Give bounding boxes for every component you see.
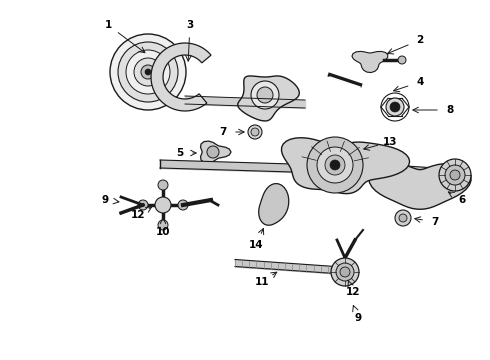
Circle shape — [307, 137, 363, 193]
Text: 12: 12 — [346, 287, 360, 297]
Circle shape — [257, 87, 273, 103]
Text: 4: 4 — [416, 77, 424, 87]
Circle shape — [398, 56, 406, 64]
Circle shape — [251, 128, 259, 136]
Circle shape — [445, 165, 465, 185]
Circle shape — [317, 147, 353, 183]
Circle shape — [158, 180, 168, 190]
Text: 2: 2 — [416, 35, 424, 45]
Text: 6: 6 — [458, 195, 466, 205]
Circle shape — [248, 125, 262, 139]
Circle shape — [118, 42, 178, 102]
Text: 9: 9 — [354, 313, 362, 323]
Text: 14: 14 — [249, 240, 263, 250]
Text: 12: 12 — [131, 210, 145, 220]
Text: 1: 1 — [104, 20, 112, 30]
Circle shape — [141, 65, 155, 79]
Text: 11: 11 — [255, 277, 269, 287]
Text: 9: 9 — [101, 195, 109, 205]
Text: 13: 13 — [383, 137, 397, 147]
Circle shape — [110, 34, 186, 110]
Polygon shape — [259, 184, 289, 225]
Circle shape — [145, 69, 151, 75]
Circle shape — [336, 263, 354, 281]
Polygon shape — [238, 76, 299, 121]
Circle shape — [439, 159, 471, 191]
Circle shape — [386, 98, 404, 116]
Text: 7: 7 — [431, 217, 439, 227]
Circle shape — [340, 267, 350, 277]
Circle shape — [395, 210, 411, 226]
Text: 5: 5 — [176, 148, 184, 158]
Circle shape — [138, 200, 148, 210]
Circle shape — [390, 102, 400, 112]
Circle shape — [399, 214, 407, 222]
Circle shape — [330, 160, 340, 170]
Polygon shape — [200, 141, 231, 163]
Circle shape — [134, 58, 162, 86]
Text: 7: 7 — [220, 127, 227, 137]
Text: 3: 3 — [186, 20, 194, 30]
Text: 10: 10 — [156, 227, 170, 237]
Circle shape — [331, 258, 359, 286]
Polygon shape — [281, 138, 410, 194]
Circle shape — [126, 50, 170, 94]
Circle shape — [251, 81, 279, 109]
Circle shape — [207, 146, 219, 158]
Circle shape — [325, 155, 345, 175]
Polygon shape — [352, 51, 388, 73]
Circle shape — [155, 197, 171, 213]
Circle shape — [158, 220, 168, 230]
Polygon shape — [151, 43, 211, 111]
Text: 8: 8 — [446, 105, 454, 115]
Circle shape — [450, 170, 460, 180]
Polygon shape — [369, 163, 471, 209]
Circle shape — [178, 200, 188, 210]
